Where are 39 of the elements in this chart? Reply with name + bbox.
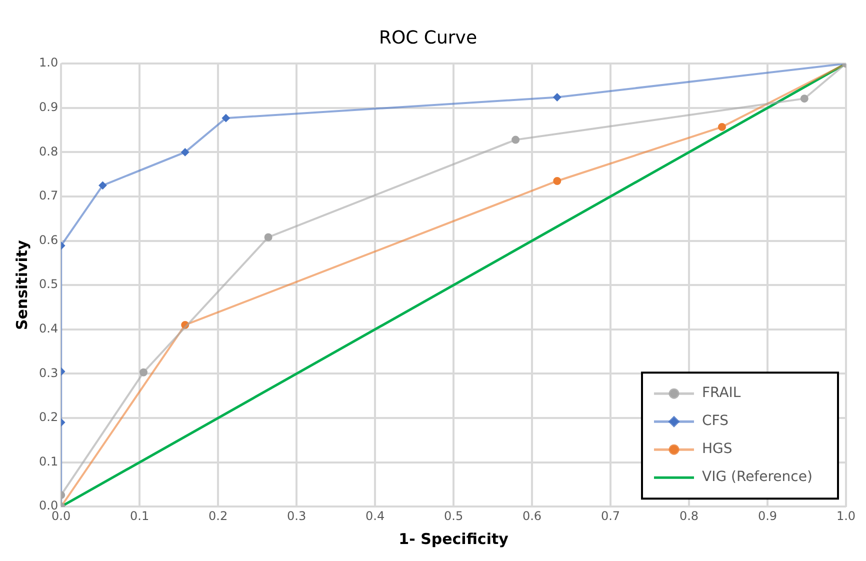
legend-label: CFS: [702, 413, 729, 430]
point: [553, 93, 562, 102]
y-tick-label: 0.1: [38, 454, 58, 468]
x-tick-label: 1.0: [836, 508, 856, 523]
y-tick-label: 0.8: [38, 144, 58, 158]
point: [718, 122, 726, 131]
x-tick-label: 0.9: [758, 508, 778, 523]
x-tick-label: 0.2: [208, 508, 228, 523]
x-tick-label: 0.5: [444, 508, 464, 523]
y-tick-label: 0.2: [38, 410, 58, 424]
y-tick-label: 0.3: [38, 366, 58, 380]
point: [553, 176, 562, 185]
x-tick-label: 0.4: [366, 508, 385, 523]
point: [222, 114, 230, 122]
y-tick-label: 0.5: [38, 277, 58, 292]
legend-label: VIG (Reference): [702, 469, 812, 486]
x-axis-title: 1- Specificity: [398, 530, 509, 548]
y-tick-label: 1.0: [38, 56, 58, 70]
x-tick-label: 0.0: [52, 508, 71, 523]
chart-title: ROC Curve: [378, 27, 478, 48]
x-tick-label: 0.8: [679, 508, 699, 523]
x-tick-label: 0.1: [130, 508, 150, 523]
y-tick-label: 0.9: [38, 100, 58, 114]
x-tick-label: 0.3: [287, 508, 306, 523]
y-tick-label: 0.4: [38, 322, 58, 336]
point: [800, 94, 808, 103]
point: [181, 148, 190, 156]
y-tick-label: 0.6: [38, 232, 58, 247]
x-tick-label: 0.7: [600, 508, 620, 523]
point: [512, 136, 520, 144]
point: [140, 368, 148, 376]
legend-label: FRAIL: [702, 385, 741, 402]
legend-label: HGS: [702, 441, 732, 458]
point: [98, 181, 107, 190]
point: [264, 233, 272, 242]
y-tick-label: 0.7: [38, 188, 58, 203]
y-axis-title: Sensitivity: [12, 240, 31, 330]
point: [181, 320, 190, 329]
x-tick-label: 0.6: [522, 508, 542, 523]
